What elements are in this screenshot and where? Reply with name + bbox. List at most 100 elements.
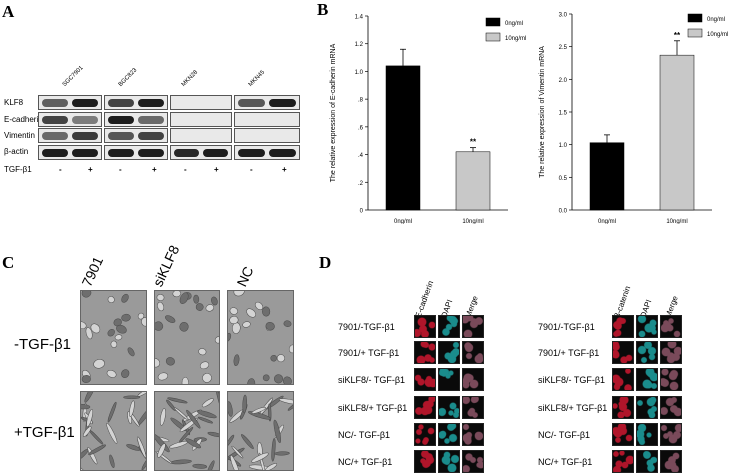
legend-swatch [485,17,501,27]
cell-shape [107,296,115,304]
panel-letter-a: A [2,2,15,21]
dapi-tile [438,315,460,338]
stain-tile [414,368,436,391]
cell-shape [107,401,117,423]
y-tick-label: 1.2 [355,42,364,48]
blot-band [42,149,68,157]
blot-band [108,132,134,140]
cell-shape [254,301,264,310]
cell-shape [157,372,169,381]
cell-shape [81,291,92,298]
y-axis-label: The relative expression of E-cadherin mR… [330,43,337,182]
merge-tile [660,423,682,446]
cell-shape [274,451,290,456]
e-cadherin-bar-chart: 0 .2 .4 .6 .8 1.0 1.2 1.4 The relative expressio… [330,15,526,225]
blot-band [72,132,98,140]
stain-tile [612,315,634,338]
cell-shape [106,422,118,444]
panel-letter-c: C [2,253,15,272]
cell-shape [192,463,208,469]
cell-shape [141,317,146,327]
cell-shape [141,456,146,470]
cell-shape [170,459,192,465]
stain-tile [612,341,634,364]
bar [455,151,491,211]
blot-band [42,99,68,107]
blot-band [238,149,265,157]
cell-shape [246,308,256,318]
cell-shape [121,293,129,303]
y-tick-label: 2.5 [559,45,568,51]
blot-band [138,99,164,107]
blot-strip [38,95,102,110]
cell-shape [81,463,89,470]
merge-tile [462,315,484,338]
if-row-label: 7901/-TGF-β1 [338,322,395,332]
y-tick-label: .6 [358,125,364,131]
micrograph-7901-untreated [80,290,147,385]
cell-shape [81,375,91,383]
y-tick-label: .4 [358,153,364,159]
blot-band [138,132,164,140]
panel-letter-b: B [317,0,329,19]
cell-shape [179,426,194,443]
cell-shape [165,357,175,366]
y-tick-label: 1.4 [355,15,364,21]
bar [385,65,421,211]
if-row-label: siKLF8/+ TGF-β1 [338,403,408,413]
protein-label: KLF8 [4,98,24,107]
cell-shape [273,419,282,444]
cell-shape [159,408,166,426]
merge-tile [660,341,682,364]
x-tick-label: 0ng/ml [598,219,616,224]
merge-tile [660,315,682,338]
cell-shape [233,291,245,297]
cell-shape [81,403,91,410]
cell-shape [166,399,176,411]
legend-label: 10ng/ml [707,32,728,38]
stain-tile [414,423,436,446]
if-row-label: NC/+ TGF-β1 [338,457,393,467]
legend-label: 0ng/ml [707,17,725,23]
blot-strip [170,112,232,127]
cell-shape [206,460,215,470]
if-row-label: NC/- TGF-β1 [338,430,391,440]
blot-band [174,149,199,157]
y-axis-label: The relative expression of Vimentin mRNA [539,46,546,178]
cell-shape [82,426,92,437]
column-label: 7901 [78,254,107,289]
dapi-tile [438,368,460,391]
cell-shape [242,394,248,414]
cell-shape [251,407,266,414]
cell-shape [279,398,293,405]
blot-strip [170,95,232,110]
cell-shape [89,429,104,445]
cell-shape [81,321,87,329]
stain-tile [612,396,634,419]
blot-band [108,149,134,157]
y-tick-label: 3.0 [559,13,568,19]
cell-shape [207,431,219,438]
cell-shape [271,438,276,462]
merge-tile [660,450,682,473]
y-tick-label: 1.0 [355,70,364,76]
cell-shape [107,329,115,337]
treatment-sign: + [282,165,287,174]
row-label: +TGF-β1 [14,424,75,441]
blot-band [72,99,98,107]
merge-tile [462,450,484,473]
dapi-tile [636,315,658,338]
x-tick-label: 0ng/ml [394,219,412,224]
cell-shape [198,348,207,356]
blot-strip [104,112,168,127]
cell-line-label: MKN45 [247,69,267,88]
cell-shape [231,445,244,459]
cell-shape [262,374,270,382]
blot-band [269,149,296,157]
cell-shape [228,434,235,447]
blot-band [108,99,134,107]
cell-shape [251,452,269,463]
blot-band [42,132,68,140]
micrograph-7901-treated [80,391,147,471]
cell-shape [181,376,189,384]
